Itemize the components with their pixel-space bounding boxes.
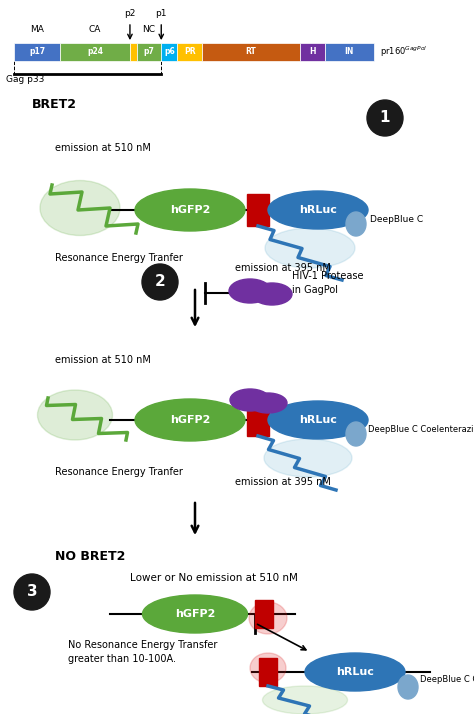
Text: p2: p2 — [124, 9, 136, 19]
Ellipse shape — [346, 422, 366, 446]
Bar — [130, 43, 137, 61]
Text: NC: NC — [143, 26, 155, 34]
Text: IN: IN — [345, 48, 354, 56]
Text: CA: CA — [89, 26, 101, 34]
Ellipse shape — [249, 393, 287, 413]
Circle shape — [14, 574, 50, 610]
Bar — [161, 43, 177, 61]
Text: Gag p33: Gag p33 — [6, 76, 45, 84]
Text: H: H — [310, 48, 316, 56]
Text: DeepBlue C Coelenterazine: DeepBlue C Coelenterazine — [420, 675, 474, 685]
Text: 3: 3 — [27, 585, 37, 600]
Bar — [259, 658, 277, 686]
Text: RT: RT — [246, 48, 256, 56]
Ellipse shape — [268, 401, 368, 439]
Ellipse shape — [250, 653, 286, 683]
Bar — [177, 43, 202, 61]
Text: hGFP2: hGFP2 — [170, 205, 210, 215]
Text: p24: p24 — [87, 48, 103, 56]
Bar — [247, 194, 269, 226]
Bar — [247, 404, 269, 436]
Ellipse shape — [229, 279, 271, 303]
Text: emission at 395 nM: emission at 395 nM — [235, 263, 331, 273]
Text: MA: MA — [30, 26, 44, 34]
Bar — [14, 43, 60, 61]
Text: 1: 1 — [380, 111, 390, 126]
Text: p6: p6 — [164, 48, 175, 56]
Circle shape — [142, 264, 178, 300]
Text: hGFP2: hGFP2 — [170, 415, 210, 425]
Text: BRET2: BRET2 — [32, 99, 77, 111]
Text: 2: 2 — [155, 274, 165, 289]
Text: No Resonance Energy Transfer
greater than 10-100A.: No Resonance Energy Transfer greater tha… — [68, 640, 218, 664]
Ellipse shape — [143, 595, 247, 633]
Text: p17: p17 — [29, 48, 45, 56]
Text: hRLuc: hRLuc — [299, 205, 337, 215]
Ellipse shape — [135, 189, 245, 231]
Text: Resonance Energy Tranfer: Resonance Energy Tranfer — [55, 253, 183, 263]
Ellipse shape — [252, 283, 292, 305]
Ellipse shape — [40, 181, 120, 236]
Circle shape — [367, 100, 403, 136]
Text: PR: PR — [184, 48, 195, 56]
Text: Resonance Energy Tranfer: Resonance Energy Tranfer — [55, 467, 183, 477]
Ellipse shape — [230, 389, 270, 411]
Text: HIV-1 Protease
in GagPol: HIV-1 Protease in GagPol — [292, 271, 364, 295]
Bar — [325, 43, 374, 61]
Ellipse shape — [135, 399, 245, 441]
Bar — [202, 43, 301, 61]
Bar — [60, 43, 130, 61]
Text: p1: p1 — [155, 9, 167, 19]
Text: hGFP2: hGFP2 — [175, 609, 215, 619]
Text: emission at 395 nM: emission at 395 nM — [235, 477, 331, 487]
Ellipse shape — [305, 653, 405, 691]
Text: emission at 510 nM: emission at 510 nM — [55, 355, 151, 365]
Ellipse shape — [265, 228, 355, 268]
Text: p7: p7 — [144, 48, 155, 56]
Text: Lower or No emission at 510 nM: Lower or No emission at 510 nM — [130, 573, 298, 583]
Bar — [301, 43, 325, 61]
Text: DeepBlue C Coelenterazine: DeepBlue C Coelenterazine — [368, 426, 474, 435]
Ellipse shape — [263, 686, 347, 714]
Ellipse shape — [346, 212, 366, 236]
Ellipse shape — [268, 191, 368, 229]
Text: emission at 510 nM: emission at 510 nM — [55, 143, 151, 153]
Ellipse shape — [249, 602, 287, 634]
Text: hRLuc: hRLuc — [299, 415, 337, 425]
Ellipse shape — [398, 675, 418, 699]
Bar — [255, 600, 273, 628]
Ellipse shape — [264, 439, 352, 477]
Text: pr160$^{GagPol}$: pr160$^{GagPol}$ — [380, 45, 428, 59]
Text: DeepBlue C: DeepBlue C — [370, 216, 423, 224]
Ellipse shape — [37, 390, 112, 440]
Bar — [137, 43, 161, 61]
Text: NO BRET2: NO BRET2 — [55, 550, 126, 563]
Text: hRLuc: hRLuc — [336, 667, 374, 677]
